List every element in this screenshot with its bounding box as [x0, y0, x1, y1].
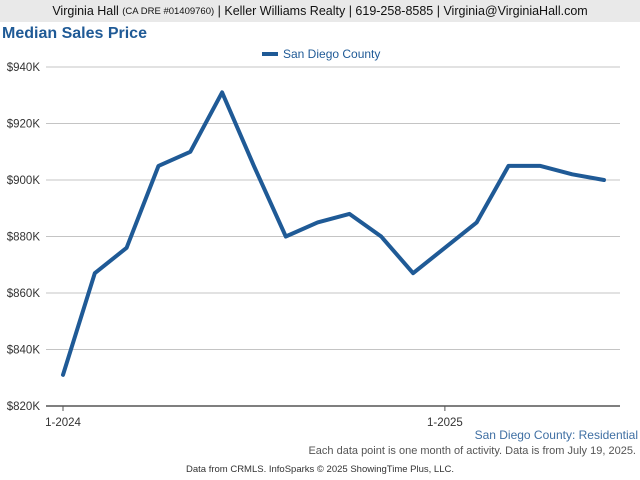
y-tick-label: $840K	[7, 345, 41, 357]
agent-details: | Keller Williams Realty | 619-258-8585 …	[217, 4, 588, 18]
agent-license: (CA DRE #01409760)	[122, 5, 215, 17]
series-line	[61, 90, 606, 377]
chart-title: Median Sales Price	[2, 25, 147, 42]
series-footnote: San Diego County: Residential	[474, 428, 638, 442]
data-source: Data from CRMLS. InfoSparks © 2025 Showi…	[185, 464, 454, 475]
agent-header: Virginia Hall (CA DRE #01409760) | Kelle…	[0, 0, 640, 22]
y-tick-label: $920K	[7, 119, 41, 131]
x-tick-label: 1-2025	[427, 417, 463, 429]
x-tick-label: 1-2024	[45, 417, 81, 429]
agent-name: Virginia Hall	[52, 4, 119, 18]
y-tick-label: $820K	[7, 401, 41, 413]
y-tick-label: $940K	[7, 62, 41, 74]
y-tick-label: $900K	[7, 175, 41, 187]
y-tick-label: $880K	[7, 232, 41, 244]
y-tick-label: $860K	[7, 288, 41, 300]
legend-label: San Diego County	[283, 47, 380, 61]
data-note: Each data point is one month of activity…	[308, 445, 636, 457]
